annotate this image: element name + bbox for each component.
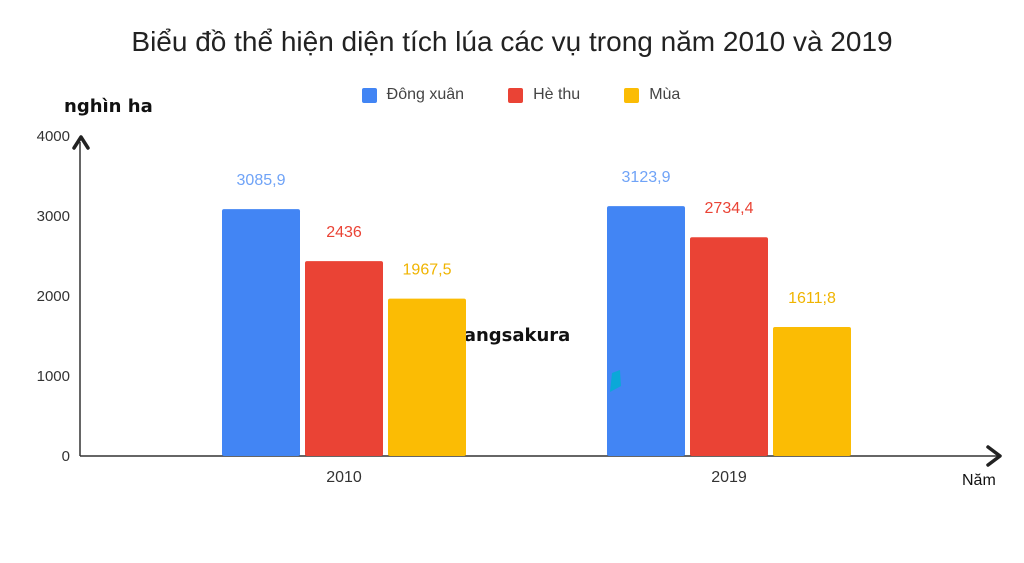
cyan-mark bbox=[610, 370, 621, 392]
data-label: 3085,9 bbox=[237, 172, 286, 189]
legend-swatch-dong-xuan bbox=[361, 87, 377, 103]
bar bbox=[388, 298, 466, 456]
y-tick-label: 0 bbox=[62, 448, 70, 465]
legend-label-he-thu: Hè thu bbox=[533, 86, 581, 103]
y-tick-label: 2000 bbox=[37, 288, 70, 305]
legend-label-dong-xuan: Đông xuân bbox=[386, 86, 465, 103]
y-axis-arrow-icon bbox=[72, 135, 90, 150]
bar bbox=[222, 209, 300, 456]
legend-swatch-he-thu bbox=[508, 87, 524, 103]
bar bbox=[305, 261, 383, 456]
data-label: 3123,9 bbox=[622, 169, 671, 186]
bar bbox=[607, 206, 685, 456]
data-label: 1967,5 bbox=[403, 262, 452, 279]
legend-swatch-mua bbox=[624, 87, 640, 103]
chart-title: Biểu đồ thể hiện diện tích lúa các vụ tr… bbox=[131, 26, 893, 57]
x-axis-arrow-icon bbox=[986, 445, 1002, 467]
x-tick-label: 2019 bbox=[711, 469, 747, 486]
bar bbox=[773, 327, 851, 456]
legend-item-dong-xuan: Đông xuân bbox=[361, 86, 465, 104]
bar bbox=[690, 237, 768, 456]
legend-item-he-thu: Hè thu bbox=[508, 86, 580, 104]
legend-label-mua: Mùa bbox=[649, 86, 681, 103]
legend-item-mua: Mùa bbox=[624, 86, 680, 104]
watermark-text: hangsakura bbox=[451, 325, 571, 346]
y-tick-label: 4000 bbox=[37, 128, 70, 145]
data-label: 1611;8 bbox=[788, 290, 836, 307]
y-axis-label: nghìn ha bbox=[64, 96, 153, 117]
x-tick-label: 2010 bbox=[326, 469, 362, 486]
legend: Đông xuân Hè thu Mùa bbox=[0, 86, 1024, 104]
y-tick-label: 3000 bbox=[37, 208, 70, 225]
y-tick-label: 1000 bbox=[37, 368, 70, 385]
data-label: 2436 bbox=[326, 224, 362, 241]
x-axis-label: Năm bbox=[962, 472, 996, 489]
data-label: 2734,4 bbox=[705, 200, 754, 217]
